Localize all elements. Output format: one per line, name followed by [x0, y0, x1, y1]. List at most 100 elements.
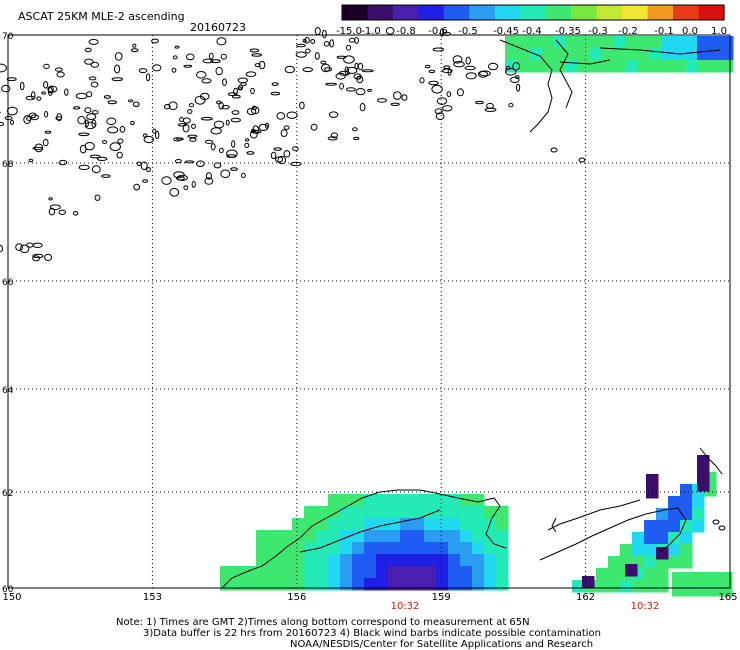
swath-cell [316, 578, 329, 591]
lake-outline [119, 125, 126, 133]
lake-outline [251, 53, 263, 57]
swath-cell [220, 566, 233, 579]
longitude-tick-label: 159 [432, 592, 451, 603]
lake-outline [452, 55, 463, 64]
swath-cell [304, 506, 317, 519]
lake-outline [174, 159, 182, 164]
swath-cell [376, 506, 389, 519]
swath-cell [613, 48, 626, 61]
swath-cell [496, 530, 509, 543]
swath-cell [388, 506, 401, 519]
lake-outline [173, 137, 182, 142]
latitude-labels: 70 68 66 64 62 60 [2, 32, 14, 595]
colorbar-swatch [647, 5, 674, 20]
swath-cell [484, 566, 497, 579]
swath-cell [268, 530, 281, 543]
swath-cell [316, 554, 329, 567]
swath-cell [352, 542, 365, 555]
swath-cell [376, 494, 389, 507]
swath-cell [292, 566, 305, 579]
lake-outline [330, 132, 338, 139]
swath-cell [424, 494, 437, 507]
lake-outline [240, 82, 247, 87]
lake-outline [182, 117, 191, 124]
coast-line [699, 447, 723, 475]
latitude-tick-label: 68 [2, 160, 14, 170]
lake-outline [233, 87, 238, 96]
swath-cell [364, 554, 377, 567]
swath-cell [613, 36, 626, 49]
lake-outline [117, 138, 124, 144]
lake-outline [227, 92, 238, 97]
swath-cell [668, 544, 681, 557]
lake-outline [102, 140, 108, 144]
swath-cell [685, 36, 698, 49]
swath-cell [316, 566, 329, 579]
lake-outline [245, 138, 250, 142]
lake-outline [357, 62, 364, 71]
lake-outline [64, 88, 69, 96]
lake-outline [286, 111, 298, 119]
product-date: 20160723 [190, 21, 246, 34]
lake-outline [393, 91, 402, 100]
swath-cell [541, 36, 554, 49]
lake-outline [136, 161, 142, 167]
lake-outline [183, 64, 193, 68]
lake-outline [101, 174, 111, 178]
coastline [0, 27, 726, 589]
lake-outline [225, 119, 230, 126]
lake-outline [304, 36, 310, 44]
colorbar-tick-label: -15.0 [336, 26, 362, 37]
pass-time-label: 10:32 [631, 601, 660, 612]
swath-cell [708, 584, 721, 597]
swath-cell [644, 520, 657, 533]
swath-cell [280, 554, 293, 567]
swath-cell [572, 580, 585, 593]
swath-cell [646, 474, 659, 487]
lake-outline [230, 167, 238, 171]
lake-outline [335, 72, 346, 80]
lake-outline [114, 64, 121, 74]
swath-cell [340, 554, 353, 567]
colorbar-swatch [545, 5, 572, 20]
lake-outline [163, 104, 171, 110]
lake-outline [299, 101, 305, 110]
swath-cell [484, 506, 497, 519]
lake-outline [479, 70, 491, 77]
swath-cell [460, 554, 473, 567]
lake-outline [183, 185, 189, 191]
lake-outline [385, 27, 395, 35]
colorbar-tick-label: -0.5 [458, 26, 478, 37]
colorbar-swatch [418, 5, 445, 20]
swath-cell [720, 572, 733, 585]
coast-line [547, 499, 641, 531]
swath-cell [685, 60, 698, 73]
latitude-tick-label: 62 [2, 489, 13, 499]
swath-cell [529, 60, 542, 73]
lake-outline [441, 68, 453, 74]
lake-outline [138, 68, 148, 74]
coast-line [299, 509, 441, 553]
lake-outline [107, 100, 117, 105]
swath-cell [412, 494, 425, 507]
lake-outline [302, 67, 313, 73]
swath-cell [376, 554, 389, 567]
swath-cell [424, 566, 437, 579]
longitude-tick-label: 150 [2, 592, 21, 603]
swath-cell [649, 36, 662, 49]
lake-outline [428, 69, 436, 74]
lake-outline [201, 78, 212, 84]
swath-cell [625, 48, 638, 61]
lake-outline [168, 101, 178, 111]
lake-outline [188, 103, 195, 108]
lake-outline [295, 51, 307, 58]
swath-cell [661, 48, 674, 61]
swath-cell [608, 556, 621, 569]
lake-outline [245, 71, 257, 77]
swath-cell [649, 48, 662, 61]
lake-outline [505, 65, 511, 70]
swath-cell [672, 584, 685, 597]
swath-cell [718, 60, 731, 73]
lake-outline [419, 77, 425, 84]
